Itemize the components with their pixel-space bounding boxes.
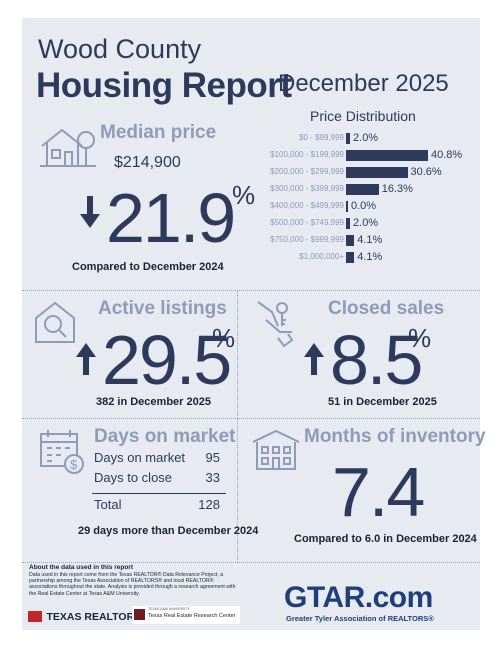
dom-row-value: 33 (205, 470, 220, 485)
price-distribution-value: 16.3% (381, 183, 413, 195)
price-distribution-row: $400,000 - $499,999 0.0% (242, 200, 472, 214)
county-title: Wood County (38, 34, 202, 64)
price-distribution-bar (346, 150, 428, 161)
closed-sales-caption: 51 in December 2025 (328, 396, 437, 408)
price-distribution-bar (346, 218, 351, 229)
report-card: Wood County Housing Report December 2025… (22, 18, 486, 630)
active-listings-change: 29.5 (102, 321, 232, 399)
arrow-up-icon (76, 343, 96, 375)
months-inventory-value: 7.4 (332, 453, 425, 531)
price-distribution-row: $750,000 - $999,999 4.1% (242, 234, 472, 248)
house-tree-icon (38, 124, 98, 170)
price-distribution-value: 40.8% (431, 149, 463, 161)
price-range-label: $200,000 - $299,999 (270, 167, 344, 176)
price-distribution-row: $500,000 - $749,999 2.0% (242, 217, 472, 231)
price-distribution-row: $0 - $99,999 2.0% (242, 132, 472, 146)
arrow-down-icon (80, 196, 100, 228)
days-on-market-title: Days on market (94, 426, 236, 447)
closed-sales-change: 8.5 (330, 321, 423, 399)
tamu-text: Texas Real Estate Research Center (148, 613, 236, 619)
active-listings-title: Active listings (98, 298, 227, 319)
price-range-label: $750,000 - $999,999 (270, 235, 344, 244)
price-range-label: $400,000 - $499,999 (270, 201, 344, 210)
price-distribution-bar (346, 201, 348, 212)
texas-realtors-logo: TEXAS REALTORS (28, 608, 141, 626)
footer-heading: About the data used in this report (29, 564, 134, 571)
building-icon (250, 428, 302, 472)
price-range-label: $500,000 - $749,999 (270, 218, 344, 227)
house-magnifier-icon (32, 300, 78, 346)
closed-sales-percent: % (408, 323, 432, 353)
total-rule (92, 493, 226, 494)
report-title: Housing Report (36, 66, 292, 105)
price-distribution-bar (346, 235, 355, 246)
tamu-mark-icon (134, 609, 145, 620)
price-distribution-value: 4.1% (357, 251, 383, 263)
median-price-percent: % (232, 180, 256, 210)
active-listings-caption: 382 in December 2025 (96, 396, 211, 408)
divider (22, 418, 480, 419)
days-on-market-caption: 29 days more than December 2024 (78, 525, 259, 537)
price-distribution-value: 2.0% (353, 217, 379, 229)
gtar-tagline: Greater Tyler Association of REALTORS® (286, 614, 434, 623)
median-price-value: $214,900 (114, 154, 181, 171)
price-range-label: $0 - $99,999 (299, 133, 344, 142)
price-distribution-bar (346, 133, 351, 144)
price-range-label: $1,000,000+ (299, 252, 344, 261)
tamu-small-text: TEXAS A&M UNIVERSITY (148, 607, 190, 611)
price-distribution-value: 30.6% (410, 166, 442, 178)
price-distribution-bar (346, 184, 379, 195)
calendar-dollar-icon: $ (38, 428, 86, 476)
dom-total-value: 128 (198, 497, 220, 512)
divider (22, 562, 480, 563)
gtar-logo: GTAR.com (284, 581, 433, 614)
arrow-up-icon (304, 343, 324, 375)
months-inventory-caption: Compared to 6.0 in December 2024 (294, 533, 477, 545)
median-price-change: 21.9 (106, 179, 236, 257)
median-price-caption: Compared to December 2024 (72, 261, 224, 273)
price-distribution-row: $300,000 - $399,999 16.3% (242, 183, 472, 197)
texas-realtors-text: TEXAS REALTORS (46, 610, 142, 623)
price-distribution-title: Price Distribution (310, 108, 416, 124)
price-distribution-bar (346, 167, 408, 178)
price-range-label: $300,000 - $399,999 (270, 184, 344, 193)
dom-row-label: Days to close (94, 470, 173, 485)
price-range-label: $100,000 - $199,999 (270, 150, 344, 159)
months-inventory-title: Months of inventory (304, 426, 486, 447)
dom-row-label: Days on market (94, 450, 186, 465)
dom-row-value: 95 (205, 450, 220, 465)
price-distribution-value: 4.1% (357, 234, 383, 246)
svg-text:$: $ (70, 457, 78, 472)
price-distribution-bar (346, 252, 355, 263)
hand-key-icon (254, 298, 304, 356)
price-distribution-value: 0.0% (351, 200, 377, 212)
active-listings-percent: % (212, 323, 236, 353)
report-month: December 2025 (278, 70, 449, 97)
tamu-logo: TEXAS A&M UNIVERSITY Texas Real Estate R… (132, 606, 240, 624)
texas-realtors-mark-icon (28, 611, 42, 623)
price-distribution-row: $100,000 - $199,999 40.8% (242, 149, 472, 163)
closed-sales-title: Closed sales (328, 298, 445, 319)
price-distribution-row: $200,000 - $299,999 30.6% (242, 166, 472, 180)
median-price-title: Median price (100, 122, 217, 143)
footer-text: Data used in this report come from the T… (29, 572, 236, 597)
divider (237, 290, 238, 562)
dom-total-label: Total (94, 497, 122, 512)
price-distribution-row: $1,000,000+ 4.1% (242, 251, 472, 265)
divider (22, 290, 480, 291)
price-distribution-value: 2.0% (353, 132, 379, 144)
